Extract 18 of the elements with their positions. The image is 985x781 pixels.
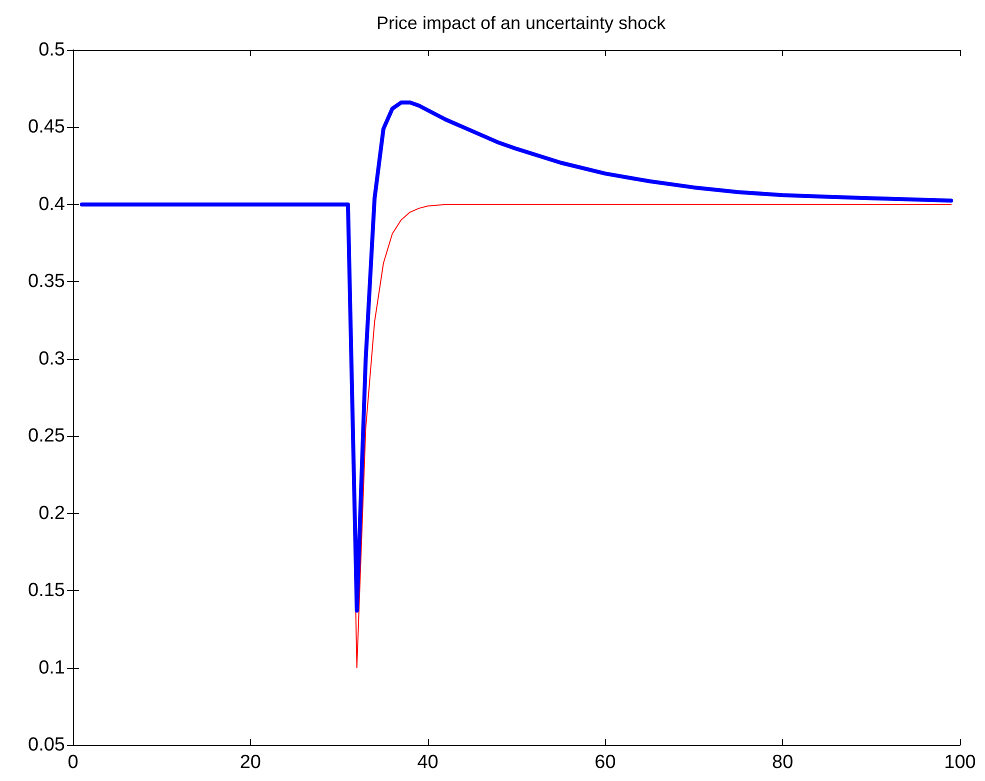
y-tick-label: 0.2 (38, 502, 65, 524)
y-tick-label: 0.15 (28, 580, 65, 602)
x-tick-label: 80 (772, 752, 794, 773)
y-tick-label: 0.4 (38, 194, 66, 215)
x-tick-label: 20 (240, 752, 261, 773)
y-tick-label: 0.3 (38, 348, 65, 370)
y-tick-label: 0.35 (28, 271, 65, 292)
x-tick-label: 40 (417, 752, 438, 773)
line-series (80, 100, 954, 613)
chart-title: Price impact of an uncertainty shock (376, 13, 667, 33)
x-tick-label: 60 (594, 752, 616, 773)
x-tick-label: 100 (944, 752, 976, 773)
y-tick-label: 0.05 (28, 734, 65, 756)
y-tick-label: 0.45 (28, 116, 65, 138)
y-tick-label: 0.5 (38, 40, 65, 60)
y-tick-label: 0.25 (28, 426, 65, 447)
x-tick-label: 0 (68, 752, 78, 773)
y-tick-label: 0.1 (38, 657, 65, 678)
